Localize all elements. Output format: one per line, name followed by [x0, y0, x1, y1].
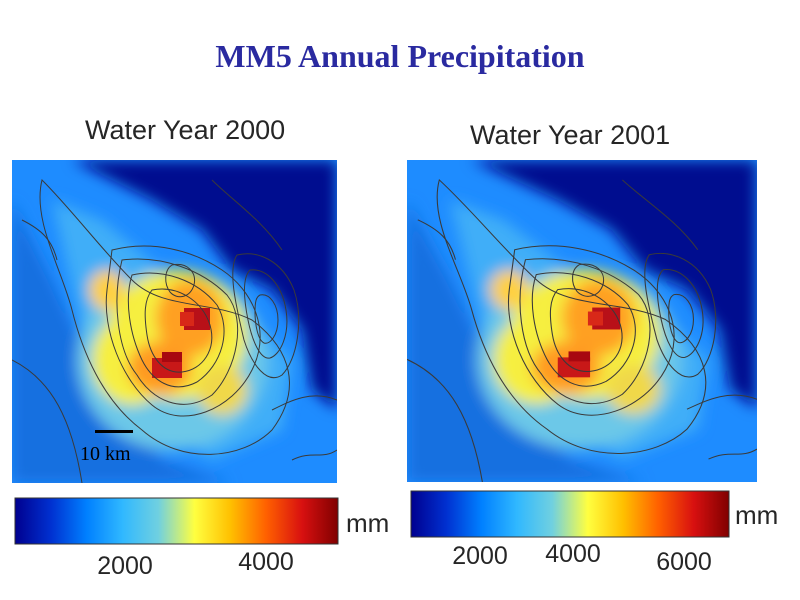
page-title: MM5 Annual Precipitation	[215, 38, 585, 74]
colorbar-2000	[14, 497, 339, 545]
colorbar-tick: 2000	[97, 552, 153, 580]
colorbar-tick: 6000	[656, 548, 712, 576]
colorbar-2001	[410, 490, 730, 538]
colorbar-unit-2000: mm	[346, 508, 390, 538]
colorbar-tick: 2000	[452, 542, 508, 570]
colorbar-tick: 4000	[545, 540, 601, 568]
colorbar-unit-2001: mm	[735, 500, 779, 530]
colorbar-tick: 4000	[238, 548, 294, 576]
precipitation-map-2000	[12, 160, 337, 483]
panel-title-2000: Water Year 2000	[85, 115, 286, 145]
panel-title-2001: Water Year 2001	[470, 120, 671, 150]
precipitation-map-2001	[407, 160, 757, 482]
scale-bar	[95, 430, 133, 433]
scale-bar-label: 10 km	[80, 443, 131, 465]
